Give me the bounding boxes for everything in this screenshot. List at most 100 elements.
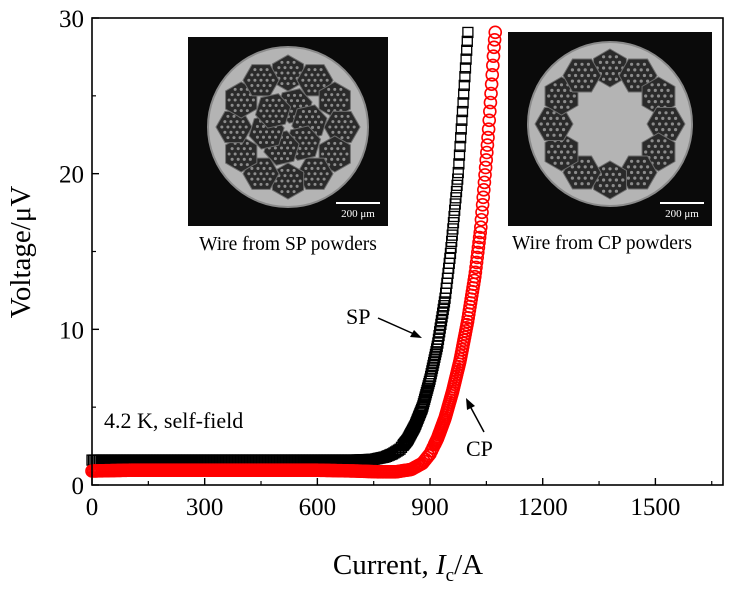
- filament: [245, 109, 249, 113]
- filament: [339, 152, 343, 156]
- filament: [602, 178, 606, 182]
- cp-point: [468, 265, 483, 280]
- filament: [256, 84, 260, 88]
- filament: [559, 83, 564, 87]
- sp-point: [459, 62, 472, 74]
- filament: [614, 55, 619, 59]
- filament: [647, 100, 651, 104]
- filament: [636, 62, 640, 66]
- filament: [283, 66, 287, 70]
- filament: [339, 163, 343, 167]
- filament: [343, 120, 347, 124]
- filament: [630, 170, 634, 175]
- cp-point: [476, 190, 491, 205]
- filament: [670, 133, 675, 137]
- filament: [268, 84, 272, 88]
- filament: [316, 73, 320, 77]
- filament: [239, 163, 243, 167]
- filament: [572, 94, 576, 98]
- filament: [334, 114, 338, 118]
- filament: [611, 72, 615, 76]
- filament: [304, 115, 308, 119]
- filament: [259, 172, 263, 176]
- sp-point: [460, 53, 472, 65]
- sp-point: [454, 140, 466, 153]
- filament: [642, 159, 647, 163]
- filament: [230, 147, 234, 151]
- inset-cp: 200 μm Wire from CP powders: [508, 32, 712, 254]
- filament: [580, 85, 584, 89]
- y-axis-title: Voltage/μV: [5, 186, 37, 319]
- filament: [583, 176, 587, 180]
- filament: [674, 128, 678, 132]
- filament: [286, 146, 290, 150]
- filament: [559, 94, 564, 98]
- filament: [552, 111, 556, 115]
- sp-point: [450, 192, 462, 204]
- filament: [295, 66, 299, 70]
- cp-point: [480, 138, 495, 152]
- filament: [602, 55, 606, 59]
- filament: [630, 85, 634, 89]
- filament: [279, 157, 284, 161]
- cp-point: [478, 168, 492, 182]
- filament: [558, 133, 563, 137]
- filament: [563, 100, 567, 104]
- filament: [233, 109, 237, 113]
- filament: [322, 73, 326, 77]
- filament: [280, 82, 284, 86]
- filament: [343, 130, 347, 134]
- cp-point: [475, 205, 489, 220]
- filament: [666, 88, 670, 92]
- filament: [577, 68, 581, 72]
- filament: [586, 85, 591, 89]
- filament: [292, 71, 296, 75]
- cp-point: [473, 225, 488, 240]
- filament: [245, 141, 249, 145]
- filament: [633, 176, 637, 180]
- filament: [646, 79, 650, 83]
- filament: [301, 152, 305, 156]
- cp-point: [471, 245, 485, 260]
- cp-point: [483, 104, 497, 119]
- filament: [570, 68, 575, 72]
- filament: [653, 144, 657, 148]
- filament: [271, 130, 275, 134]
- filament: [336, 103, 340, 107]
- filament: [649, 73, 653, 78]
- filament: [298, 115, 302, 119]
- y-tick-label: 0: [72, 473, 85, 500]
- filament: [605, 172, 609, 176]
- filament: [256, 177, 260, 181]
- sp-point: [445, 241, 457, 254]
- filament: [669, 150, 673, 154]
- sp-point: [448, 210, 460, 223]
- filament: [667, 116, 671, 120]
- filament: [590, 68, 594, 72]
- filament: [336, 93, 340, 97]
- filament: [608, 167, 612, 171]
- x-tick-labels: 0 300 600 900 1200 1500: [86, 494, 681, 521]
- filament: [605, 60, 609, 64]
- series-sp: [86, 26, 474, 466]
- filament: [614, 189, 619, 193]
- filament: [572, 150, 576, 154]
- filament: [247, 78, 251, 82]
- filament: [580, 62, 584, 66]
- filament: [556, 144, 560, 148]
- filament: [238, 125, 242, 129]
- filament: [292, 104, 297, 108]
- filament: [563, 156, 567, 160]
- cp-point: [420, 450, 434, 465]
- filament: [292, 146, 296, 150]
- filament: [250, 73, 254, 77]
- filament: [229, 130, 233, 134]
- filament: [547, 150, 551, 154]
- filament: [626, 79, 631, 83]
- filament: [563, 88, 567, 92]
- filament: [562, 116, 566, 120]
- filament: [574, 73, 578, 78]
- filament: [289, 109, 293, 113]
- sp-point: [449, 198, 461, 210]
